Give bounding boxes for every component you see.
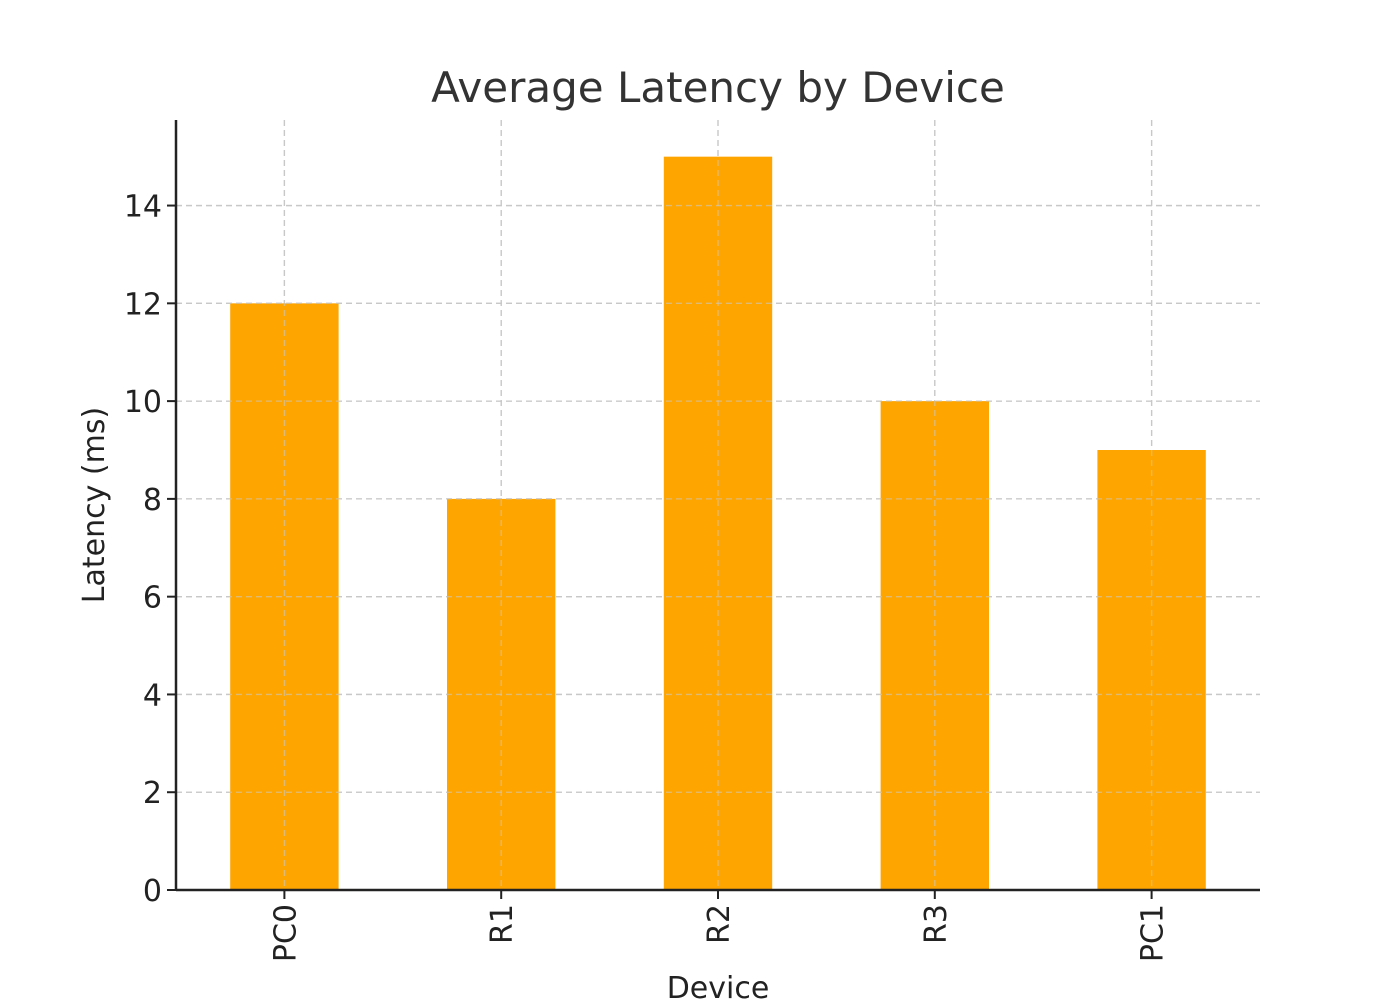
y-axis-label: Latency (ms) [77,407,112,603]
chart-title: Average Latency by Device [431,63,1005,112]
y-tick-label: 4 [143,678,162,713]
y-tick-label: 10 [124,385,162,420]
y-tick-label: 12 [124,287,162,322]
y-tick-label: 2 [143,776,162,811]
axes-layer [167,120,1260,899]
x-tick-label-r1: R1 [485,904,520,944]
x-tick-label-pc1: PC1 [1136,904,1171,962]
x-tick-labels: PC0 R1 R2 R3 PC1 [268,904,1170,962]
x-tick-label-r2: R2 [702,904,737,944]
y-tick-label: 6 [143,581,162,616]
y-tick-label: 0 [143,874,162,909]
x-axis-label: Device [667,971,770,1000]
x-tick-label-r3: R3 [919,904,954,944]
x-tick-label-pc0: PC0 [268,904,303,962]
y-tick-labels: 0 2 4 6 8 10 12 14 [124,190,162,909]
bars-layer [176,120,1260,890]
y-tick-label: 14 [124,190,162,225]
y-tick-label: 8 [143,483,162,518]
